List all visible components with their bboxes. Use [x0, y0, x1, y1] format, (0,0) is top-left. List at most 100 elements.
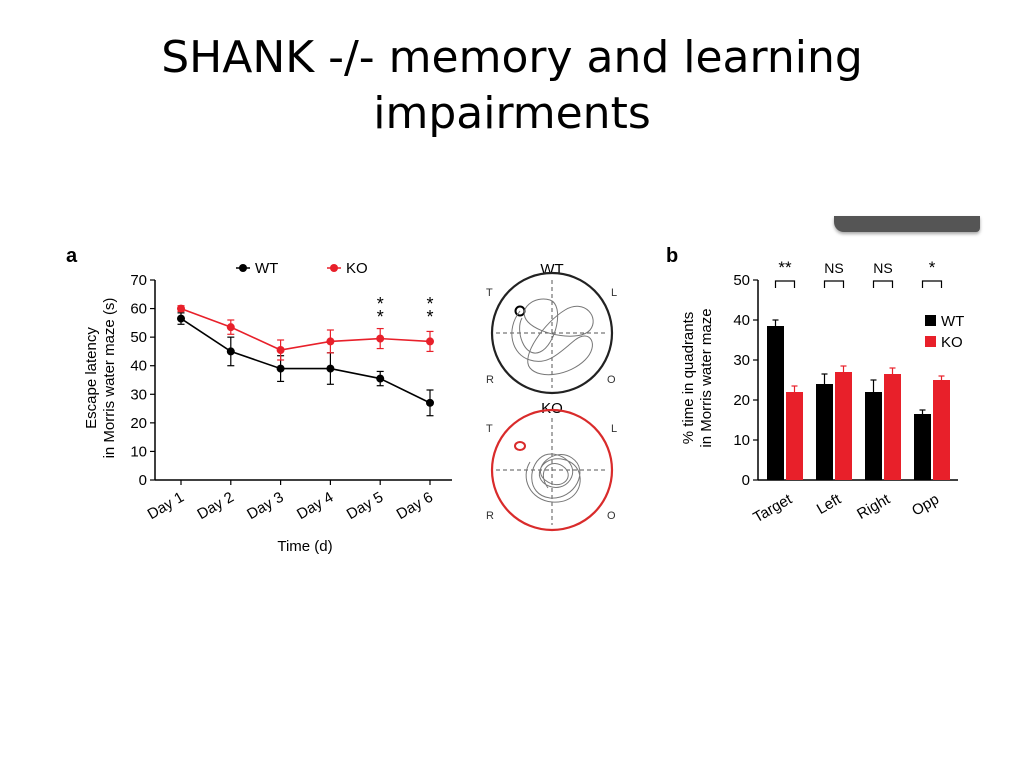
data-point-wt: [177, 314, 185, 323]
panel-a-legend: WT KO: [236, 260, 368, 277]
panel-a-y-tick-label: 10: [130, 443, 147, 460]
panel-b-x-tick-label: Opp: [909, 491, 942, 520]
panel-b-bar-chart: b 0 10 20 30 40 50 Target Left Right Opp % time i…: [666, 245, 964, 526]
bar-wt: [816, 384, 833, 480]
panel-a-y-tick-label: 30: [130, 386, 147, 403]
panel-a-x-tick-label: Day 3: [244, 489, 286, 523]
arena-ko-circle: [490, 408, 614, 532]
bar-wt: [914, 414, 931, 480]
data-point-wt: [376, 374, 385, 383]
panel-b-x-tick-label: Right: [854, 490, 894, 523]
bar-ko: [933, 380, 950, 480]
panel-a-y-tick-label: 0: [139, 472, 147, 489]
data-point-wt: [226, 347, 235, 356]
panel-a-y-tick-label: 70: [130, 272, 147, 289]
series-line-ko: [180, 307, 431, 351]
panel-b-ylabel-line-1: % time in quadrants: [680, 312, 697, 445]
arena-ko-quadrant-t: T: [486, 423, 493, 435]
bar-wt: [767, 326, 784, 480]
panel-a-x-tick-label: Day 4: [294, 489, 336, 523]
panel-a-ylabel: Escape latency in Morris water maze (s): [83, 298, 118, 459]
arena-wt-quadrant-l: L: [611, 287, 617, 299]
significance-label: *: [929, 258, 936, 277]
panel-b-x-tick-label: Left: [814, 490, 845, 518]
panel-b-x-tick-label: Target: [750, 490, 795, 526]
panel-a-y-tick-label: 40: [130, 358, 147, 375]
legend-wt-label: WT: [255, 260, 278, 277]
data-point-ko: [177, 304, 185, 313]
significance-bracket: [872, 280, 894, 288]
significance-bracket: [774, 280, 796, 288]
arena-ko-quadrant-l: L: [611, 423, 617, 435]
legend-b-wt-swatch: [925, 315, 936, 326]
panel-b-y-tick-label: 40: [733, 312, 750, 329]
data-point-ko: [376, 334, 385, 343]
significance-marker: *: [426, 307, 433, 327]
legend-b-ko-label: KO: [941, 334, 963, 351]
bar-ko: [786, 392, 803, 480]
panel-b-ylabel-line-2: in Morris water maze: [698, 308, 715, 447]
panel-a-x-tick-label: Day 6: [394, 489, 436, 523]
legend-b-wt-label: WT: [941, 313, 964, 330]
panel-b-label: b: [666, 245, 678, 267]
significance-marker: *: [377, 307, 384, 327]
bar-wt: [865, 392, 882, 480]
significance-label: **: [778, 258, 792, 277]
arena-ko-path: [525, 453, 581, 503]
arena-ko-quadrant-r: R: [486, 510, 494, 522]
bar-ko: [884, 374, 901, 480]
arena-ko-title: KO: [541, 400, 563, 417]
arena-ko-quadrant-o: O: [607, 510, 616, 522]
arena-wt-path: [511, 298, 594, 376]
panel-a-ylabel-line-1: Escape latency: [83, 327, 100, 429]
title-line-1: SHANK -/- memory and learning: [161, 32, 863, 83]
panel-a-data: ****: [177, 294, 434, 417]
decorative-gray-bar: [834, 216, 980, 232]
panel-a-y-tick-label: 50: [130, 329, 147, 346]
panel-b-ylabel: % time in quadrants in Morris water maze: [680, 308, 715, 447]
data-point-wt: [426, 398, 434, 407]
data-point-ko: [276, 346, 285, 354]
arena-wt-quadrant-r: R: [486, 374, 494, 386]
panel-b-y-tick-label: 20: [733, 392, 750, 409]
arena-wt: WT T L R O: [486, 261, 617, 395]
panel-b-legend: WT KO: [925, 313, 964, 351]
arena-wt-circle: [490, 271, 614, 395]
panel-b-y-tick-label: 30: [733, 352, 750, 369]
arena-ko: KO T L R O: [486, 400, 617, 532]
panel-b-data: ** NS NS *: [767, 258, 950, 480]
significance-label: NS: [824, 260, 843, 276]
arena-wt-quadrant-o: O: [607, 374, 616, 386]
series-line-wt: [180, 317, 431, 404]
panel-b-y-tick-label: 10: [733, 432, 750, 449]
data-point-wt: [276, 364, 285, 373]
panel-a-xlabel: Time (d): [277, 538, 332, 555]
significance-marker: *: [377, 294, 384, 314]
panel-a-label: a: [66, 245, 78, 267]
significance-bracket: [823, 280, 845, 288]
legend-ko-label: KO: [346, 260, 368, 277]
data-point-ko: [326, 337, 335, 346]
arena-ko-platform: [514, 441, 526, 451]
panel-a-x-tick-label: Day 2: [194, 489, 236, 523]
legend-b-ko-swatch: [925, 336, 936, 347]
panel-a-y-tick-label: 60: [130, 301, 147, 318]
panel-a-x-tick-label: Day 5: [344, 489, 386, 523]
significance-label: NS: [873, 260, 892, 276]
panel-a-ylabel-line-2: in Morris water maze (s): [101, 298, 118, 459]
data-point-ko: [226, 323, 235, 332]
arena-trajectories: WT T L R O KO T L R O: [486, 261, 617, 532]
arena-wt-title: WT: [540, 261, 563, 278]
data-point-wt: [326, 364, 335, 373]
panel-a-x-tick-label: Day 1: [145, 489, 187, 523]
panel-a-y-tick-label: 20: [130, 415, 147, 432]
bar-ko: [835, 372, 852, 480]
data-point-ko: [426, 337, 434, 346]
panel-b-y-tick-label: 50: [733, 272, 750, 289]
slide-title: SHANK -/- memory and learning impairment…: [62, 30, 962, 142]
arena-wt-quadrant-t: T: [486, 287, 493, 299]
title-line-2: impairments: [373, 88, 651, 139]
panel-b-y-tick-label: 0: [742, 472, 750, 489]
